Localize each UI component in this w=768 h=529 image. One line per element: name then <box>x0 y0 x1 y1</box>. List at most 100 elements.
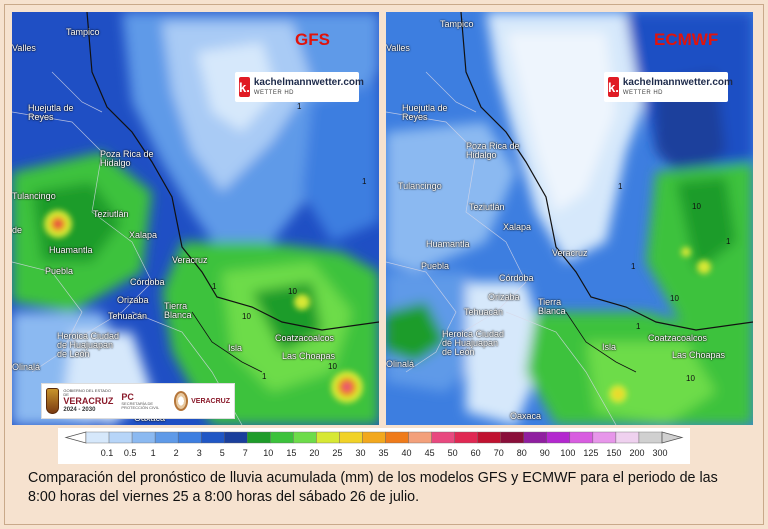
legend-swatch <box>615 431 640 444</box>
pc-logo: PC SECRETARÍA DE PROTECCIÓN CIVIL <box>121 391 166 410</box>
city-label: Huamantla <box>426 239 470 249</box>
legend-swatch <box>592 431 617 444</box>
legend-swatch <box>247 431 271 444</box>
city-label: Valles <box>386 43 410 53</box>
legend-swatch <box>569 431 594 444</box>
contour-label: 1 <box>212 282 217 291</box>
legend-swatch <box>131 431 156 444</box>
city-label: Olinalá <box>386 359 415 369</box>
legend-tick-label: 35 <box>379 448 389 458</box>
contour-label: 10 <box>686 374 695 383</box>
legend-swatch <box>477 431 501 444</box>
city-label: Orizaba <box>488 292 520 302</box>
legend-tick-label: 0.1 <box>101 448 114 458</box>
legend-swatch <box>177 431 202 444</box>
government-banner: GOBIERNO DEL ESTADO DE VERACRUZ 2024 - 2… <box>41 383 235 419</box>
legend-tick-label: 0.5 <box>124 448 137 458</box>
logo-sub-text: WETTER HD <box>622 90 664 96</box>
logo-sub-text: WETTER HD <box>253 90 295 96</box>
pc-text: PC <box>121 391 134 402</box>
city-label: Orizaba <box>117 295 149 305</box>
legend-tick-label: 10 <box>263 448 273 458</box>
kachelmann-k-icon: k. <box>239 77 250 97</box>
city-label: Tulancingo <box>12 191 56 201</box>
precipitation-legend: 0.1 0.5 1 2 3 5 7 10 15 20 25 30 35 40 45 50 60 70 80 90 100… <box>58 428 690 464</box>
city-label: Huejutla de Reyes <box>28 103 74 122</box>
figure-caption: Comparación del pronóstico de lluvia acu… <box>28 470 718 505</box>
legend-tick-label: 70 <box>494 448 504 458</box>
city-label: Las Choapas <box>672 350 726 360</box>
contour-label: 10 <box>288 287 297 296</box>
legend-tick-label: 15 <box>286 448 296 458</box>
legend-tick-label: 45 <box>425 448 435 458</box>
kachelmann-logo: k. kachelmannwetter.com WETTER HD <box>235 72 364 102</box>
city-label: Heroica Ciudad de Huajuapan de León <box>442 329 505 357</box>
gov-state-text-2: VERACRUZ <box>191 397 230 405</box>
contour-label: 1 <box>636 322 641 331</box>
city-label: Tehuacán <box>108 311 148 321</box>
city-label: Tierra Blanca <box>538 297 566 316</box>
legend-tick-label: 2 <box>174 448 179 458</box>
gov-years-text: 2024 - 2030 <box>63 406 96 413</box>
contour-label: 1 <box>618 182 623 191</box>
kachelmann-logo: k. kachelmannwetter.com WETTER HD <box>604 72 733 102</box>
legend-tick-label: 90 <box>540 448 550 458</box>
image-frame <box>4 4 764 525</box>
city-label: Huejutla de Reyes <box>402 103 448 122</box>
legend-swatch <box>638 431 663 444</box>
city-label: Las Choapas <box>282 351 336 361</box>
legend-swatch <box>546 431 571 444</box>
contour-label: 10 <box>328 362 337 371</box>
legend-swatch <box>523 431 548 444</box>
kachelmann-k-icon: k. <box>608 77 619 97</box>
city-label: Poza Rica de Hidalgo <box>100 149 154 168</box>
city-label: Huamantla <box>49 245 93 255</box>
contour-label: 1 <box>726 237 731 246</box>
legend-swatch <box>316 431 340 444</box>
city-label: Heroica Ciudad de Huajuapan de León <box>57 331 120 359</box>
legend-swatch <box>154 431 179 444</box>
city-label: Veracruz <box>172 255 208 265</box>
city-label: Isla <box>228 343 243 353</box>
legend-tick-label: 100 <box>560 448 575 458</box>
legend-arrow-left <box>64 431 87 444</box>
city-label: Oaxaca <box>510 411 542 421</box>
city-label: Veracruz <box>552 248 588 258</box>
city-label: Córdoba <box>499 273 534 283</box>
city-label: Olinalá <box>12 362 41 372</box>
ecmwf-map: ECMWF k. kachelmannwetter.com WETTER HD … <box>386 12 753 425</box>
legend-tick-label: 1 <box>151 448 156 458</box>
legend-swatch <box>408 431 432 444</box>
pc-sub-text: SECRETARÍA DE PROTECCIÓN CIVIL <box>121 400 160 410</box>
legend-tick-label: 25 <box>332 448 342 458</box>
city-label: Xalapa <box>503 222 532 232</box>
legend-swatch <box>85 431 110 444</box>
contour-label: 1 <box>631 262 636 271</box>
legend-swatch <box>431 431 455 444</box>
city-label: Poza Rica de Hidalgo <box>466 141 520 160</box>
ecmwf-rain-field <box>386 12 753 425</box>
city-label: Valles <box>12 43 36 53</box>
city-label: de <box>12 225 23 235</box>
legend-tick-label: 60 <box>471 448 481 458</box>
city-label: Tampico <box>440 19 474 29</box>
legend-swatch <box>293 431 317 444</box>
legend-swatch <box>362 431 386 444</box>
legend-swatch <box>108 431 133 444</box>
city-label: Tulancingo <box>398 181 442 191</box>
contour-label: 10 <box>242 312 251 321</box>
gov-small-text: GOBIERNO DEL ESTADO DE <box>63 387 111 398</box>
city-label: Teziutlán <box>469 202 505 212</box>
legend-tick-label: 40 <box>402 448 412 458</box>
legend-tick-label: 3 <box>197 448 202 458</box>
legend-tick-label: 200 <box>629 448 644 458</box>
city-label: Coatzacoalcos <box>275 333 335 343</box>
city-label: Tampico <box>66 27 100 37</box>
model-title-ecmwf: ECMWF <box>654 30 719 49</box>
state-shield-icon <box>46 388 60 414</box>
legend-tick-label: 125 <box>583 448 598 458</box>
contour-label: 10 <box>670 294 679 303</box>
logo-main-text: kachelmannwetter.com <box>253 77 364 88</box>
legend-swatch <box>454 431 478 444</box>
legend-swatch <box>224 431 248 444</box>
